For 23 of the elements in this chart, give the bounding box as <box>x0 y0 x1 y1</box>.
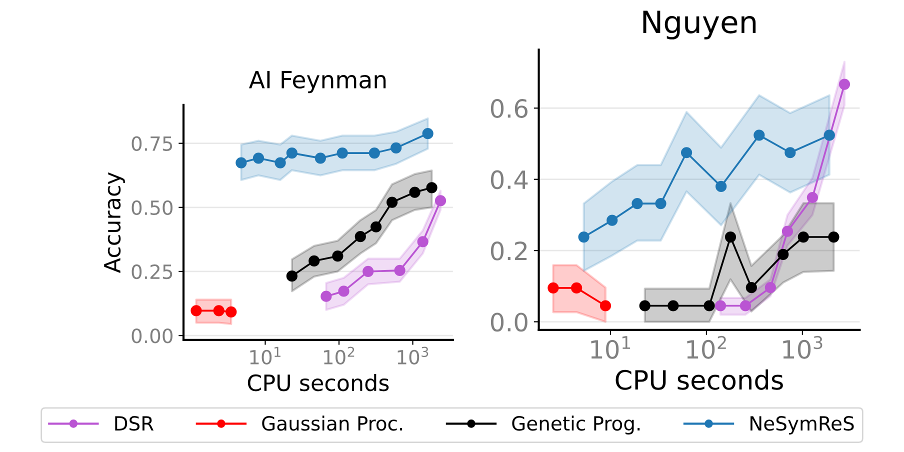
chart-title: Nguyen <box>643 10 756 40</box>
x-tick-label: 10$^{2}$ <box>324 346 354 365</box>
y-tick-label: 0.25 <box>132 264 172 280</box>
x-tick-label: 10$^{2}$ <box>687 336 726 359</box>
x-axis-title: CPU seconds <box>248 374 389 392</box>
x-tick-label: 10$^{3}$ <box>398 346 428 365</box>
y-tick-label: 0.0 <box>490 312 528 332</box>
legend-label: Gaussian Proc. <box>262 416 402 431</box>
chart-title: AI Feynman <box>248 70 386 94</box>
x-tick-label: 10$^{3}$ <box>783 336 822 359</box>
x-tick-label: 10$^{1}$ <box>591 336 630 359</box>
legend-label: DSR <box>115 416 154 431</box>
x-axis-title: CPU seconds <box>616 369 783 390</box>
y-tick-label: 0.6 <box>490 99 528 118</box>
y-tick-label: 0.2 <box>490 241 527 260</box>
legend-label: Genetic Prog. <box>512 416 640 434</box>
y-axis-title: Accuracy <box>104 172 125 273</box>
x-tick-label: 10$^{1}$ <box>250 346 280 365</box>
y-tick-label: 0.4 <box>490 170 528 190</box>
legend-label: NeSymReS <box>750 416 854 434</box>
y-tick-label: 0.50 <box>132 200 172 216</box>
y-tick-label: 0.00 <box>132 328 172 344</box>
y-tick-label: 0.75 <box>132 136 172 151</box>
